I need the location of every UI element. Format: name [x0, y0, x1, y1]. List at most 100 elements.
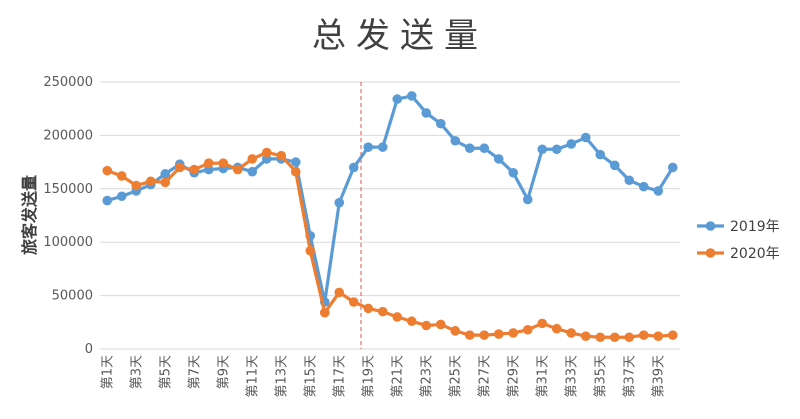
data-point-2019年: [595, 149, 606, 160]
data-point-2019年: [102, 195, 113, 206]
x-tick-label: 第23天: [419, 355, 434, 398]
x-tick-label: 第35天: [593, 355, 608, 398]
x-tick-label: 第3天: [129, 355, 144, 389]
data-point-2020年: [479, 330, 490, 340]
data-point-2020年: [377, 306, 388, 317]
x-tick-label: 第27天: [477, 355, 492, 398]
data-point-2020年: [508, 328, 519, 338]
legend-marker: [705, 221, 716, 231]
y-tick-label: 200000: [43, 128, 93, 143]
y-tick-label: 100000: [43, 235, 93, 250]
data-point-2019年: [566, 139, 577, 149]
data-point-2020年: [102, 165, 113, 176]
data-point-2020年: [537, 318, 548, 329]
data-point-2019年: [334, 197, 345, 208]
x-tick-label: 第15天: [303, 355, 318, 398]
data-point-2020年: [435, 319, 446, 330]
x-tick-label: 第11天: [245, 355, 260, 398]
data-point-2020年: [450, 326, 461, 336]
data-point-2020年: [189, 164, 200, 175]
y-tick-label: 0: [85, 342, 93, 357]
data-point-2020年: [566, 328, 577, 338]
y-axis-label: 旅客发送量: [20, 175, 39, 255]
data-point-2019年: [421, 108, 432, 118]
data-point-2020年: [392, 312, 403, 322]
data-point-2020年: [160, 177, 171, 188]
data-point-2019年: [363, 142, 374, 152]
data-point-2020年: [464, 330, 475, 340]
data-point-2020年: [595, 332, 606, 343]
data-point-2019年: [508, 167, 519, 178]
x-tick-label: 第39天: [651, 355, 666, 398]
data-point-2020年: [334, 287, 345, 298]
data-point-2019年: [348, 162, 359, 173]
data-point-2019年: [624, 175, 635, 186]
legend-label: 2019年: [730, 219, 780, 235]
data-point-2019年: [377, 142, 388, 152]
x-tick-label: 第25天: [448, 355, 463, 398]
x-tick-label: 第9天: [216, 355, 231, 389]
data-point-2020年: [319, 307, 330, 318]
data-point-2020年: [363, 303, 374, 314]
data-point-2019年: [479, 143, 490, 154]
data-point-2020年: [305, 245, 316, 256]
data-point-2019年: [247, 166, 258, 177]
x-tick-label: 第5天: [158, 355, 173, 389]
x-tick-label: 第19天: [361, 355, 376, 398]
x-tick-label: 第21天: [390, 355, 405, 398]
data-point-2020年: [609, 332, 620, 343]
data-point-2020年: [232, 164, 243, 175]
series-line-2020年: [106, 150, 673, 339]
data-point-2019年: [537, 144, 548, 155]
x-tick-label: 第31天: [535, 355, 550, 398]
y-tick-label: 50000: [52, 289, 93, 304]
data-point-2020年: [522, 324, 533, 335]
data-point-2020年: [493, 329, 504, 339]
data-point-2020年: [624, 332, 635, 343]
y-tick-label: 250000: [43, 75, 93, 90]
x-tick-label: 第37天: [622, 355, 637, 398]
data-point-2020年: [421, 320, 432, 331]
data-point-2019年: [392, 94, 403, 104]
data-point-2019年: [160, 169, 171, 179]
data-point-2020年: [218, 158, 229, 168]
data-point-2020年: [290, 166, 301, 177]
x-tick-label: 第17天: [332, 355, 347, 398]
data-point-2020年: [145, 176, 156, 187]
x-tick-label: 第7天: [187, 355, 202, 389]
legend-marker: [705, 248, 716, 258]
x-tick-label: 第29天: [506, 355, 521, 398]
data-point-2020年: [131, 180, 142, 191]
data-point-2019年: [653, 186, 664, 196]
series-line-2019年: [106, 94, 675, 304]
data-point-2020年: [551, 323, 562, 334]
data-point-2020年: [174, 162, 185, 173]
data-point-2019年: [522, 194, 533, 205]
data-point-2019年: [580, 132, 591, 143]
y-tick-label: 150000: [43, 182, 93, 197]
data-point-2020年: [203, 158, 214, 168]
data-point-2019年: [638, 181, 649, 192]
data-point-2020年: [580, 331, 591, 341]
data-point-2019年: [493, 154, 504, 164]
data-point-2020年: [247, 154, 258, 164]
data-point-2020年: [406, 316, 417, 327]
x-tick-label: 第33天: [564, 355, 579, 398]
data-point-2020年: [638, 330, 649, 340]
data-point-2020年: [348, 297, 359, 307]
data-point-2019年: [609, 160, 620, 171]
x-tick-label: 第1天: [100, 355, 115, 389]
data-point-2019年: [290, 157, 301, 167]
legend-label: 2020年: [730, 246, 780, 262]
data-point-2019年: [450, 135, 461, 146]
data-point-2020年: [276, 150, 287, 161]
data-point-2020年: [667, 330, 678, 340]
data-point-2020年: [261, 147, 272, 158]
data-point-2019年: [464, 143, 475, 154]
data-point-2019年: [406, 91, 417, 101]
data-point-2019年: [435, 118, 446, 129]
data-point-2019年: [667, 162, 678, 173]
chart-title: 总发送量: [312, 16, 488, 56]
data-point-2020年: [116, 171, 127, 181]
